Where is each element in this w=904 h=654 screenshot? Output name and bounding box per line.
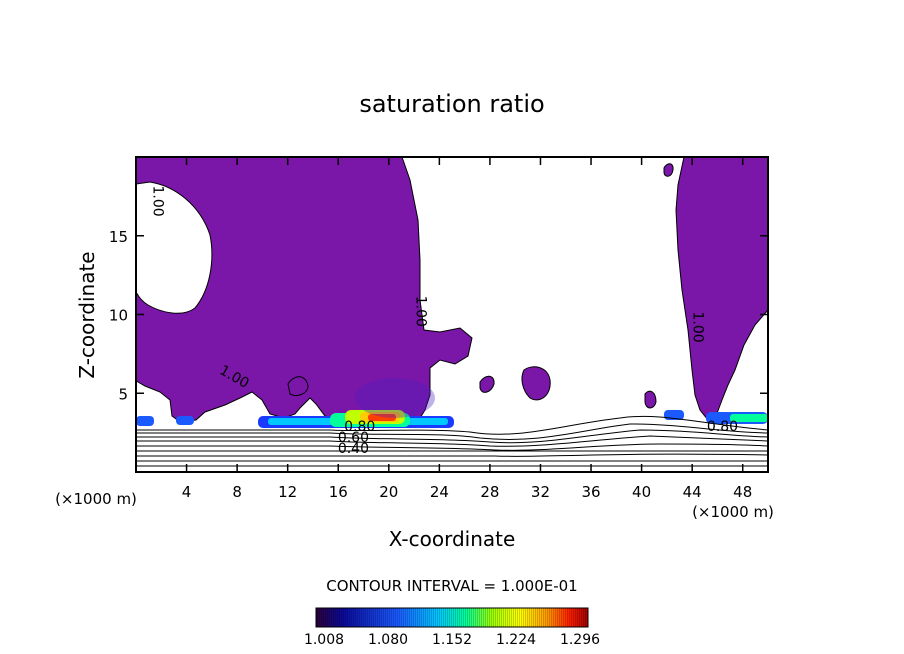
x-tick-label: 44 (683, 483, 702, 501)
x-tick-label: 20 (379, 483, 398, 501)
colorbar-tick-label: 1.008 (304, 632, 344, 648)
x-tick-label: 16 (329, 483, 348, 501)
region-small-4 (663, 163, 674, 177)
x-tick-label: 40 (632, 483, 651, 501)
y-axis-ticks: 5 10 15 (109, 228, 768, 403)
colorbar-tick-labels: 1.008 1.080 1.152 1.224 1.296 (304, 632, 600, 648)
contour-interval-label: CONTOUR INTERVAL = 1.000E-01 (326, 577, 577, 595)
colorbar-tick-label: 1.296 (560, 632, 600, 648)
contour-label: 1.00 (689, 312, 705, 343)
contour-label: 0.80 (344, 419, 375, 435)
x-tick-label: 4 (182, 483, 192, 501)
y-tick-label: 5 (118, 385, 128, 403)
x-tick-label: 8 (232, 483, 242, 501)
y-tick-label: 15 (109, 228, 128, 246)
x-axis-label: X-coordinate (389, 527, 516, 551)
x-tick-label: 32 (531, 483, 550, 501)
colorbar-tick-label: 1.080 (368, 632, 408, 648)
chart-title: saturation ratio (359, 90, 544, 118)
contour-label: 1.00 (150, 186, 166, 217)
region-small-3 (287, 376, 309, 397)
x-unit-left: (×1000 m) (55, 490, 137, 508)
region-left-cloud (136, 157, 473, 423)
contour-label: 0.60 (338, 430, 369, 446)
y-axis-label: Z-coordinate (75, 251, 99, 378)
colorbar-tick-label: 1.224 (496, 632, 536, 648)
region-small-2 (521, 366, 551, 401)
supersaturation-regions (136, 157, 768, 423)
colorbar-tick-label: 1.152 (432, 632, 472, 648)
x-axis-ticks: 4 8 12 16 20 24 28 32 36 40 44 48 (182, 157, 752, 501)
contour-labels: 1.001.001.001.000.800.600.400.80 (150, 186, 738, 458)
region-small-5 (644, 390, 657, 409)
colorbar-hatching (316, 608, 588, 627)
region-small-1 (479, 375, 495, 393)
colorbar: 1.008 1.080 1.152 1.224 1.296 (304, 607, 600, 648)
contour-label: 0.80 (707, 419, 738, 435)
region-right-cloud (675, 157, 768, 421)
x-unit-right: (×1000 m) (692, 503, 774, 521)
x-tick-label: 12 (278, 483, 297, 501)
x-tick-label: 28 (480, 483, 499, 501)
contour-label: 0.40 (338, 441, 369, 457)
contour-lines (136, 415, 768, 467)
x-tick-label: 36 (581, 483, 600, 501)
y-tick-label: 10 (109, 307, 128, 325)
x-tick-label: 48 (733, 483, 752, 501)
contour-label: 1.00 (413, 296, 429, 327)
x-tick-label: 24 (430, 483, 449, 501)
